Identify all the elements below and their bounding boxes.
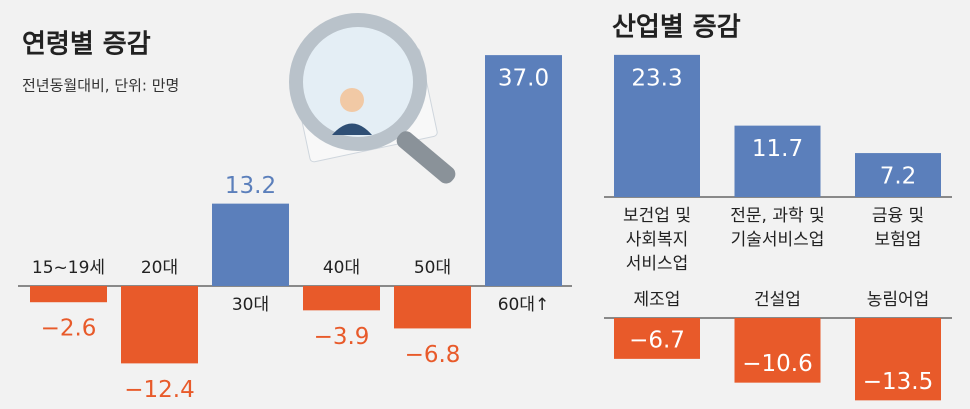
chart-title: 산업별 증감 xyxy=(612,13,741,43)
bar xyxy=(734,125,821,197)
bar xyxy=(734,318,821,383)
category-label: 20대 xyxy=(141,258,178,278)
value-label: 23.3 xyxy=(631,65,682,91)
category-label: 제조업 xyxy=(634,290,681,310)
category-label: 50대 xyxy=(414,258,451,278)
value-label: −12.4 xyxy=(124,377,194,403)
value-label: 37.0 xyxy=(498,66,549,92)
category-label: 건설업 xyxy=(754,290,801,310)
value-label: −3.9 xyxy=(314,324,370,350)
bar xyxy=(855,318,941,401)
face xyxy=(340,88,364,112)
bar xyxy=(30,286,107,303)
handle xyxy=(396,131,456,184)
bar xyxy=(485,55,562,287)
suit xyxy=(332,123,372,135)
value-label: −2.6 xyxy=(41,316,97,342)
bar xyxy=(212,203,289,286)
chart-subtitle: 전년동월대비, 단위: 만명 xyxy=(22,77,179,95)
bar xyxy=(394,286,471,329)
bar xyxy=(855,153,941,197)
value-label: 11.7 xyxy=(752,136,803,162)
category-label: 30대 xyxy=(232,295,269,315)
category-label: 서비스업 xyxy=(626,254,689,274)
category-label: 기술서비스업 xyxy=(731,230,825,250)
bar xyxy=(614,318,700,359)
category-label: 보험업 xyxy=(875,230,922,250)
value-label: 7.2 xyxy=(880,164,917,190)
value-label: −10.6 xyxy=(742,351,812,377)
bar xyxy=(614,54,700,198)
category-label: 60대↑ xyxy=(498,295,550,315)
chart-title: 연령별 증감 xyxy=(22,30,151,60)
category-label: 금융 및 xyxy=(872,206,924,226)
value-label: −6.7 xyxy=(629,327,685,353)
category-label: 사회복지 xyxy=(626,230,689,250)
category-label: 보건업 및 xyxy=(623,206,691,226)
value-label: 13.2 xyxy=(225,173,276,199)
category-label: 농림어업 xyxy=(867,290,930,310)
lens xyxy=(289,13,427,151)
bar xyxy=(121,286,198,364)
category-label: 40대 xyxy=(323,258,360,278)
value-label: −13.5 xyxy=(863,369,933,395)
magnifier-illustration xyxy=(289,13,456,184)
category-label: 15~19세 xyxy=(32,258,105,278)
category-label: 전문, 과학 및 xyxy=(730,206,824,226)
value-label: −6.8 xyxy=(405,342,461,368)
bar xyxy=(303,286,380,311)
